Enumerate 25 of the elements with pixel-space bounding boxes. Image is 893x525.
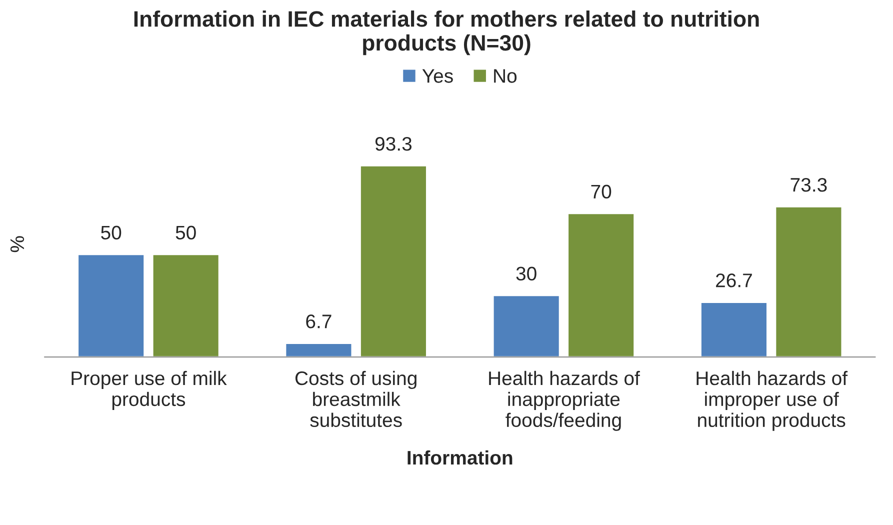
legend-label: Yes [422, 69, 453, 83]
bar [567, 212, 635, 357]
bar [77, 254, 146, 357]
x-tick-label: Health hazards of inappropriate foods/feeding [489, 370, 640, 431]
data-label: 26.7 [716, 274, 752, 288]
chart-title: Information in IEC materials for mothers related to nutrition products (N=30) [134, 10, 759, 56]
data-label: 50 [101, 226, 122, 240]
legend-label: No [494, 69, 517, 83]
x-tick-label: Health hazards of improper use of nutrition products [696, 370, 848, 431]
x-axis-title: Information [408, 450, 512, 465]
data-label: 93.3 [375, 136, 412, 151]
x-tick-label: Proper use of milk products [72, 370, 227, 410]
data-label: 70 [591, 184, 612, 199]
y-axis-title: % [10, 236, 24, 252]
bar [152, 254, 220, 357]
data-label: 50 [176, 226, 196, 240]
data-label: 73.3 [790, 178, 827, 192]
data-label: 6.7 [306, 314, 332, 328]
bar [774, 206, 843, 357]
bar [360, 164, 428, 357]
bar [700, 302, 768, 357]
bar [284, 342, 353, 357]
data-label: 30 [516, 266, 536, 281]
bar [492, 294, 560, 357]
x-tick-label: Costs of using breastmilk substitutes [295, 370, 416, 428]
